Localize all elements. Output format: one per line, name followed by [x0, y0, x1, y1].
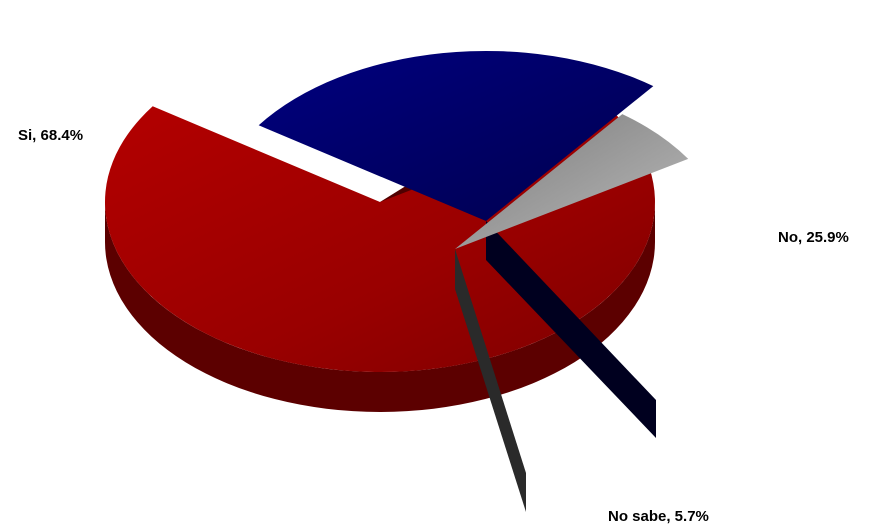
pie-slice-no-sabe-wall-a [455, 249, 526, 512]
pie-slice-si-side [105, 202, 655, 412]
pie-slice-no-sabe-top [455, 114, 689, 249]
pie-slice-no [258, 51, 656, 438]
pie-label-no-sabe: No sabe, 5.7% [608, 508, 709, 525]
pie-slice-no-top [258, 51, 654, 221]
pie-label-si: Si, 68.4% [18, 127, 83, 144]
pie-slice-no-wall-a [486, 221, 656, 438]
pie-slice-no-sabe [455, 114, 689, 512]
pie-label-no: No, 25.9% [778, 229, 849, 246]
